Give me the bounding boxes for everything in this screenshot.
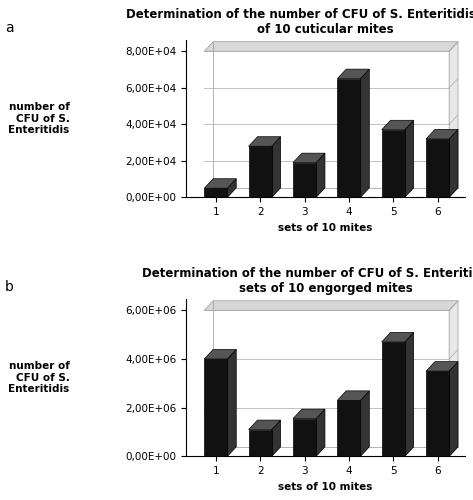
Polygon shape	[272, 136, 280, 198]
X-axis label: sets of 10 mites: sets of 10 mites	[278, 222, 373, 232]
Polygon shape	[382, 130, 405, 198]
Title: Determination of the number of CFU of S. Enteritidis in
sets of 10 engorged mite: Determination of the number of CFU of S.…	[142, 268, 473, 295]
Title: Determination of the number of CFU of S. Enteritidis in sets
of 10 cuticular mit: Determination of the number of CFU of S.…	[126, 8, 473, 36]
Polygon shape	[249, 146, 272, 198]
Polygon shape	[204, 350, 236, 359]
Polygon shape	[204, 301, 458, 310]
Polygon shape	[337, 69, 369, 78]
Polygon shape	[228, 178, 236, 198]
X-axis label: sets of 10 mites: sets of 10 mites	[278, 482, 373, 492]
Polygon shape	[449, 42, 458, 198]
Y-axis label: number of
CFU of S.
Enteritidis: number of CFU of S. Enteritidis	[9, 102, 70, 136]
Polygon shape	[204, 188, 228, 198]
Polygon shape	[272, 420, 280, 457]
Polygon shape	[360, 69, 369, 198]
Text: a: a	[5, 22, 13, 36]
Polygon shape	[405, 120, 414, 198]
Polygon shape	[249, 136, 280, 146]
Polygon shape	[426, 139, 449, 198]
Polygon shape	[426, 362, 458, 371]
Polygon shape	[337, 400, 360, 456]
Polygon shape	[228, 350, 236, 457]
Polygon shape	[426, 371, 449, 456]
Polygon shape	[405, 332, 414, 456]
Polygon shape	[316, 409, 325, 457]
Polygon shape	[337, 391, 369, 400]
Polygon shape	[293, 153, 325, 162]
Polygon shape	[293, 162, 316, 198]
Polygon shape	[382, 120, 414, 130]
Polygon shape	[382, 342, 405, 456]
Polygon shape	[449, 301, 458, 456]
Polygon shape	[449, 362, 458, 456]
Polygon shape	[249, 420, 280, 430]
Polygon shape	[382, 332, 414, 342]
Polygon shape	[360, 391, 369, 456]
Text: b: b	[5, 280, 14, 294]
Polygon shape	[426, 130, 458, 139]
Polygon shape	[316, 153, 325, 198]
Polygon shape	[293, 418, 316, 457]
Polygon shape	[249, 430, 272, 456]
Polygon shape	[204, 42, 458, 51]
Y-axis label: number of
CFU of S.
Enteritidis: number of CFU of S. Enteritidis	[9, 361, 70, 394]
Polygon shape	[293, 409, 325, 418]
Polygon shape	[204, 359, 228, 456]
Polygon shape	[449, 130, 458, 198]
Polygon shape	[337, 78, 360, 198]
Polygon shape	[204, 178, 236, 188]
